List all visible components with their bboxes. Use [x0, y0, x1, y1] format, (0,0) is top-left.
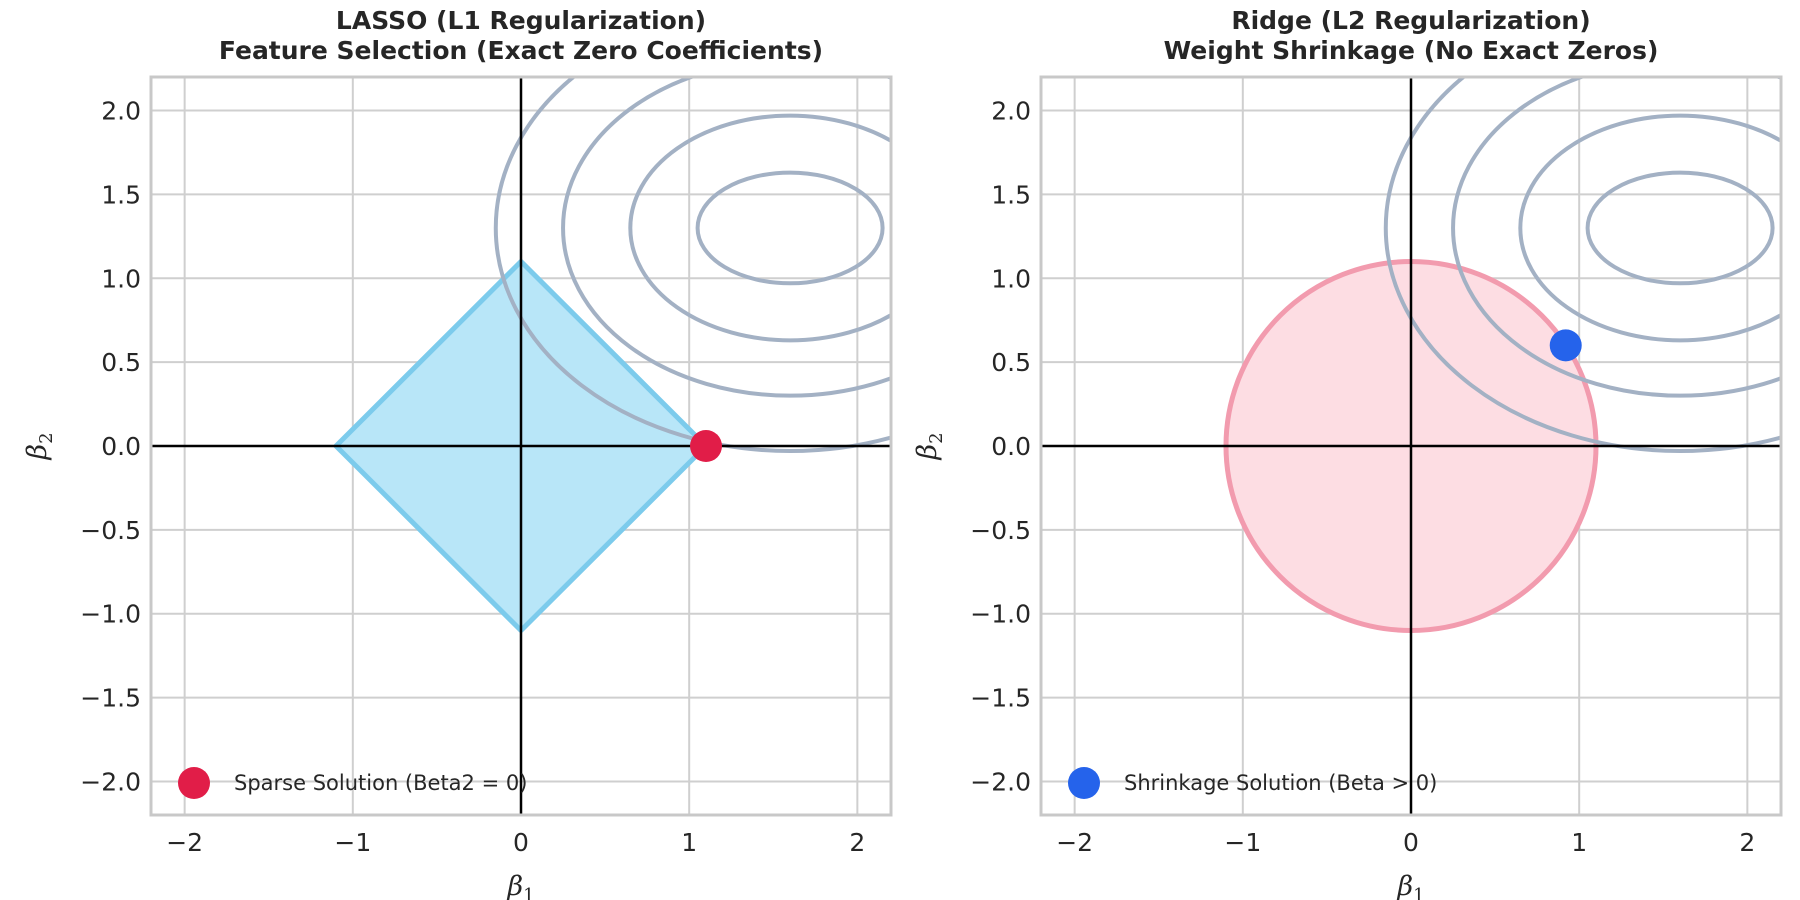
- x-axis-label: β1: [1396, 871, 1424, 900]
- x-axis-label: β1: [506, 871, 534, 900]
- y-tick-label: 2.0: [101, 97, 141, 126]
- chart-title-line-2: Weight Shrinkage (No Exact Zeros): [1164, 36, 1659, 65]
- legend: Sparse Solution (Beta2 = 0): [178, 767, 527, 799]
- x-tick-label: −1: [334, 828, 371, 857]
- plot-area: [151, 77, 891, 815]
- y-tick-label: 0.5: [991, 348, 1031, 377]
- loss-contour-2: [1518, 113, 1781, 343]
- legend-label: Sparse Solution (Beta2 = 0): [234, 771, 527, 795]
- y-tick-label: −1.5: [970, 684, 1031, 713]
- x-tick-label: −2: [1056, 828, 1093, 857]
- loss-contour-4: [493, 77, 891, 453]
- y-tick-label: 1.0: [991, 264, 1031, 293]
- solution-point: [1549, 329, 1582, 362]
- plot-area: [1041, 77, 1781, 815]
- x-tick-label: −2: [166, 828, 203, 857]
- y-tick-label: 1.5: [991, 180, 1031, 209]
- x-tick-label: −1: [1224, 828, 1261, 857]
- y-tick-label: 0.5: [101, 348, 141, 377]
- loss-contour-2: [628, 113, 891, 343]
- loss-contour-4: [1383, 77, 1781, 453]
- x-tick-label: 2: [1739, 828, 1755, 857]
- y-tick-label: −2.0: [80, 767, 141, 796]
- chart-title-line-2: Feature Selection (Exact Zero Coefficien…: [219, 36, 823, 65]
- plot-frame: [149, 75, 893, 817]
- y-tick-label: 2.0: [991, 97, 1031, 126]
- legend: Shrinkage Solution (Beta > 0): [1068, 767, 1437, 799]
- y-tick-label: −1.0: [80, 600, 141, 629]
- chart-title-line-1: LASSO (L1 Regularization): [336, 6, 706, 35]
- y-tick-label: −0.5: [80, 516, 141, 545]
- legend-label: Shrinkage Solution (Beta > 0): [1124, 771, 1437, 795]
- x-tick-label: 2: [849, 828, 865, 857]
- y-tick-label: 1.5: [101, 180, 141, 209]
- legend-marker: [178, 767, 210, 799]
- y-tick-label: 0.0: [101, 432, 141, 461]
- legend-marker: [1068, 767, 1100, 799]
- x-tick-label: 0: [1403, 828, 1419, 857]
- x-tick-label: 1: [681, 828, 697, 857]
- loss-contour-1: [1585, 170, 1775, 286]
- plot-frame: [1039, 75, 1783, 817]
- y-axis-label: β2: [22, 432, 57, 460]
- y-tick-label: 1.0: [101, 264, 141, 293]
- y-tick-label: −1.0: [970, 600, 1031, 629]
- loss-contour-3: [561, 77, 891, 398]
- y-tick-label: −2.0: [970, 767, 1031, 796]
- chart-panel-1: LASSO (L1 Regularization)Feature Selecti…: [22, 6, 893, 900]
- y-tick-label: −1.5: [80, 684, 141, 713]
- chart-panel-2: Ridge (L2 Regularization)Weight Shrinkag…: [912, 6, 1783, 900]
- y-tick-label: −0.5: [970, 516, 1031, 545]
- x-tick-label: 1: [1571, 828, 1587, 857]
- loss-contour-3: [1451, 77, 1781, 398]
- loss-contour-1: [695, 170, 885, 286]
- y-tick-label: 0.0: [991, 432, 1031, 461]
- x-tick-label: 0: [513, 828, 529, 857]
- solution-point: [690, 430, 722, 462]
- y-axis-label: β2: [912, 432, 947, 460]
- chart-title-line-1: Ridge (L2 Regularization): [1231, 6, 1590, 35]
